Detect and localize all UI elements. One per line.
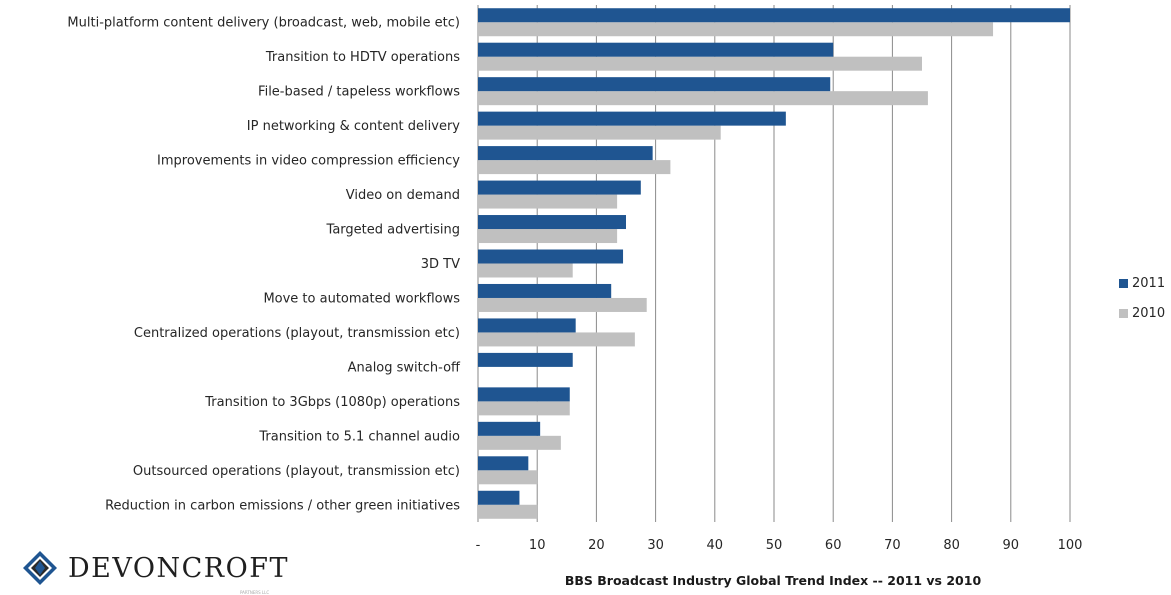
x-tick-label: 40 <box>707 538 724 553</box>
x-tick-label: 50 <box>766 538 783 553</box>
x-tick-label: 70 <box>884 538 901 553</box>
legend: 2011 2010 <box>1119 276 1165 321</box>
x-tick-label: 60 <box>825 538 842 553</box>
x-tick-label: 30 <box>647 538 664 553</box>
bar-2010 <box>478 194 618 209</box>
category-label: Transition to HDTV operations <box>265 50 460 65</box>
bar-2011 <box>478 421 541 436</box>
bar-2010 <box>478 229 618 244</box>
legend-label: 2011 <box>1132 276 1165 291</box>
diamond-logo-icon <box>23 551 57 585</box>
x-tick-label: 20 <box>588 538 605 553</box>
logo-wordmark: DEVONCROFT <box>68 552 290 584</box>
chart-title: BBS Broadcast Industry Global Trend Inde… <box>565 573 982 588</box>
category-label: Video on demand <box>346 188 460 203</box>
category-label: Transition to 3Gbps (1080p) operations <box>204 395 460 410</box>
bar-2011 <box>478 387 570 402</box>
bar-2010 <box>478 504 538 519</box>
bar-2010 <box>478 435 561 450</box>
x-tick-label: 90 <box>1003 538 1020 553</box>
category-label: Reduction in carbon emissions / other gr… <box>105 498 460 513</box>
bar-2010 <box>478 91 928 106</box>
category-label: Multi-platform content delivery (broadca… <box>67 16 460 31</box>
category-label: Outsourced operations (playout, transmis… <box>133 464 460 479</box>
bar-2010 <box>478 401 570 416</box>
category-label: File-based / tapeless workflows <box>258 85 460 100</box>
category-label: IP networking & content delivery <box>247 119 461 134</box>
bar-2010 <box>478 56 922 71</box>
bar-2010 <box>478 332 635 347</box>
category-label: Analog switch-off <box>348 360 461 375</box>
bar-group <box>478 8 1070 519</box>
category-label: Targeted advertising <box>326 223 460 238</box>
bar-2011 <box>478 490 520 505</box>
legend-label: 2010 <box>1132 306 1165 321</box>
x-tick-label: 100 <box>1058 538 1083 553</box>
bar-2010 <box>478 263 573 278</box>
category-label: Move to automated workflows <box>263 291 460 306</box>
devoncroft-logo: DEVONCROFT <box>22 548 289 588</box>
x-tick-label: 80 <box>943 538 960 553</box>
bar-2011 <box>478 215 626 230</box>
bar-2011 <box>478 318 576 333</box>
bar-2011 <box>478 42 834 57</box>
x-tick-label: 10 <box>529 538 546 553</box>
bar-2011 <box>478 180 641 195</box>
category-label: Transition to 5.1 channel audio <box>258 429 460 444</box>
bar-2010 <box>478 470 538 485</box>
legend-swatch <box>1119 279 1128 288</box>
bar-2011 <box>478 283 612 298</box>
category-label: Centralized operations (playout, transmi… <box>134 326 460 341</box>
bar-2011 <box>478 249 624 264</box>
category-label: 3D TV <box>421 257 460 272</box>
bar-2011 <box>478 8 1070 23</box>
bar-2010 <box>478 160 671 175</box>
bar-2010 <box>478 22 994 37</box>
bar-2011 <box>478 146 653 161</box>
legend-swatch <box>1119 309 1128 318</box>
category-label: Improvements in video compression effici… <box>157 154 460 169</box>
logo-subtext: PARTNERS LLC <box>240 590 270 595</box>
x-tick-labels: - 10 20 30 40 50 60 70 80 90 100 <box>476 538 1083 553</box>
bar-2011 <box>478 111 786 126</box>
bar-2010 <box>478 125 721 140</box>
bar-2011 <box>478 77 831 92</box>
x-tick-label: - <box>476 538 481 553</box>
category-labels: Multi-platform content delivery (broadca… <box>67 16 461 514</box>
bar-2010 <box>478 297 647 312</box>
bar-2011 <box>478 352 573 367</box>
bar-2011 <box>478 456 529 471</box>
